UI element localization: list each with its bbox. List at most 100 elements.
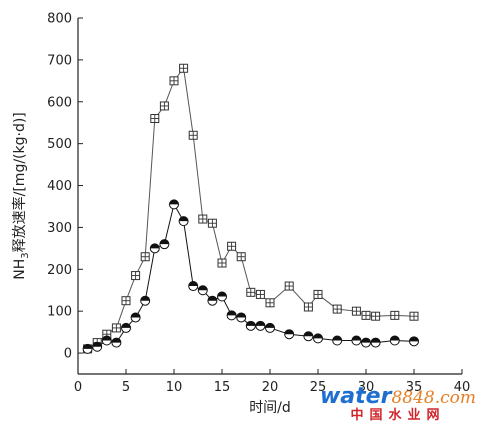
watermark-brand: water8848.com <box>320 386 476 408</box>
data-point <box>236 312 247 323</box>
data-point <box>197 285 208 296</box>
data-point <box>246 287 256 297</box>
y-axis-title-main: NH <box>12 259 28 280</box>
marker-fill <box>246 321 256 326</box>
data-point <box>178 216 189 227</box>
marker-fill <box>188 281 198 287</box>
data-point <box>121 322 131 333</box>
data-point <box>361 310 371 320</box>
data-point <box>303 302 313 312</box>
y-tick-label: 100 <box>47 305 72 320</box>
marker-fill <box>303 331 313 337</box>
data-point <box>82 343 93 354</box>
x-tick-label: 15 <box>214 380 231 395</box>
marker-fill <box>390 335 400 341</box>
series-half-filled-circle <box>82 199 419 354</box>
data-point <box>351 335 362 346</box>
data-point <box>159 239 170 250</box>
data-point <box>332 335 343 346</box>
x-tick-label: 35 <box>406 380 423 395</box>
y-tick-label: 500 <box>47 137 72 152</box>
data-point <box>101 335 112 346</box>
data-point <box>207 295 218 306</box>
data-point <box>370 337 381 348</box>
y-tick-label: 200 <box>47 263 72 278</box>
data-point <box>198 214 208 224</box>
marker-fill <box>207 296 217 301</box>
marker-fill <box>255 321 265 326</box>
marker-fill <box>83 344 93 349</box>
x-tick-label: 10 <box>166 380 183 395</box>
marker-fill <box>111 338 121 343</box>
data-point <box>332 304 342 314</box>
x-tick-label: 25 <box>310 380 327 395</box>
marker-fill <box>198 285 208 291</box>
x-axis-title: 时间/d <box>249 400 291 416</box>
marker-fill <box>371 338 381 343</box>
marker-fill <box>179 216 189 222</box>
data-point <box>188 281 199 292</box>
y-tick-label: 800 <box>47 12 72 27</box>
data-point <box>313 289 323 299</box>
data-point <box>313 333 323 344</box>
x-tick-label: 5 <box>122 380 130 395</box>
marker-fill <box>159 239 169 245</box>
data-point <box>149 243 160 254</box>
x-tick-label: 40 <box>454 380 471 395</box>
data-point <box>159 101 169 111</box>
data-point <box>140 295 151 306</box>
marker-fill <box>351 335 361 341</box>
x-tick-label: 20 <box>262 380 279 395</box>
marker-fill <box>102 335 112 341</box>
data-point <box>236 252 246 262</box>
data-point <box>265 298 275 308</box>
marker-fill <box>131 312 141 318</box>
marker-fill <box>313 333 323 339</box>
x-tick-label: 30 <box>358 380 375 395</box>
watermark-brand-suffix: .com <box>434 388 476 408</box>
y-tick-label: 0 <box>64 347 72 362</box>
data-point <box>130 312 141 323</box>
data-point <box>226 310 237 321</box>
series-line <box>87 67 415 350</box>
data-point <box>150 114 160 124</box>
y-tick-label: 400 <box>47 179 72 194</box>
watermark-logo: water8848.com 中国水业网 <box>320 386 476 423</box>
data-point <box>217 258 227 268</box>
data-point <box>111 323 121 333</box>
data-point <box>303 331 314 342</box>
data-point <box>371 311 381 321</box>
y-tick-label: 300 <box>47 221 72 236</box>
series-boxed-plus <box>83 63 419 354</box>
data-point <box>265 322 275 333</box>
y-tick-label: 700 <box>47 53 72 68</box>
data-point <box>255 320 266 331</box>
data-point <box>361 337 371 348</box>
watermark-subtitle: 中国水业网 <box>350 408 446 423</box>
watermark-brand-text: water <box>319 384 392 409</box>
data-point <box>169 76 179 86</box>
data-point <box>284 329 295 340</box>
data-point <box>111 337 122 348</box>
marker-fill <box>284 329 294 335</box>
y-axis-title: NH3释放速率/[mg/(kg·d)] <box>11 112 31 280</box>
data-point <box>207 218 217 228</box>
y-axis-title-sub: 3 <box>20 252 31 258</box>
data-point <box>409 336 419 347</box>
data-point <box>390 310 400 320</box>
data-point <box>140 252 150 262</box>
marker-fill <box>150 243 160 249</box>
data-point <box>409 311 419 321</box>
data-point <box>217 291 227 302</box>
data-point <box>179 63 189 73</box>
marker-fill <box>227 310 237 316</box>
y-axis-title-rest: 释放速率/[mg/(kg·d)] <box>11 112 28 252</box>
marker-fill <box>121 323 131 328</box>
axes: 0 5 10 15 20 25 30 35 40010020030040050060070080… <box>47 12 470 396</box>
data-point <box>351 306 361 316</box>
data-point <box>245 320 256 331</box>
marker-fill <box>217 292 227 297</box>
data-point <box>255 289 265 299</box>
x-tick-label: 0 <box>74 380 82 395</box>
